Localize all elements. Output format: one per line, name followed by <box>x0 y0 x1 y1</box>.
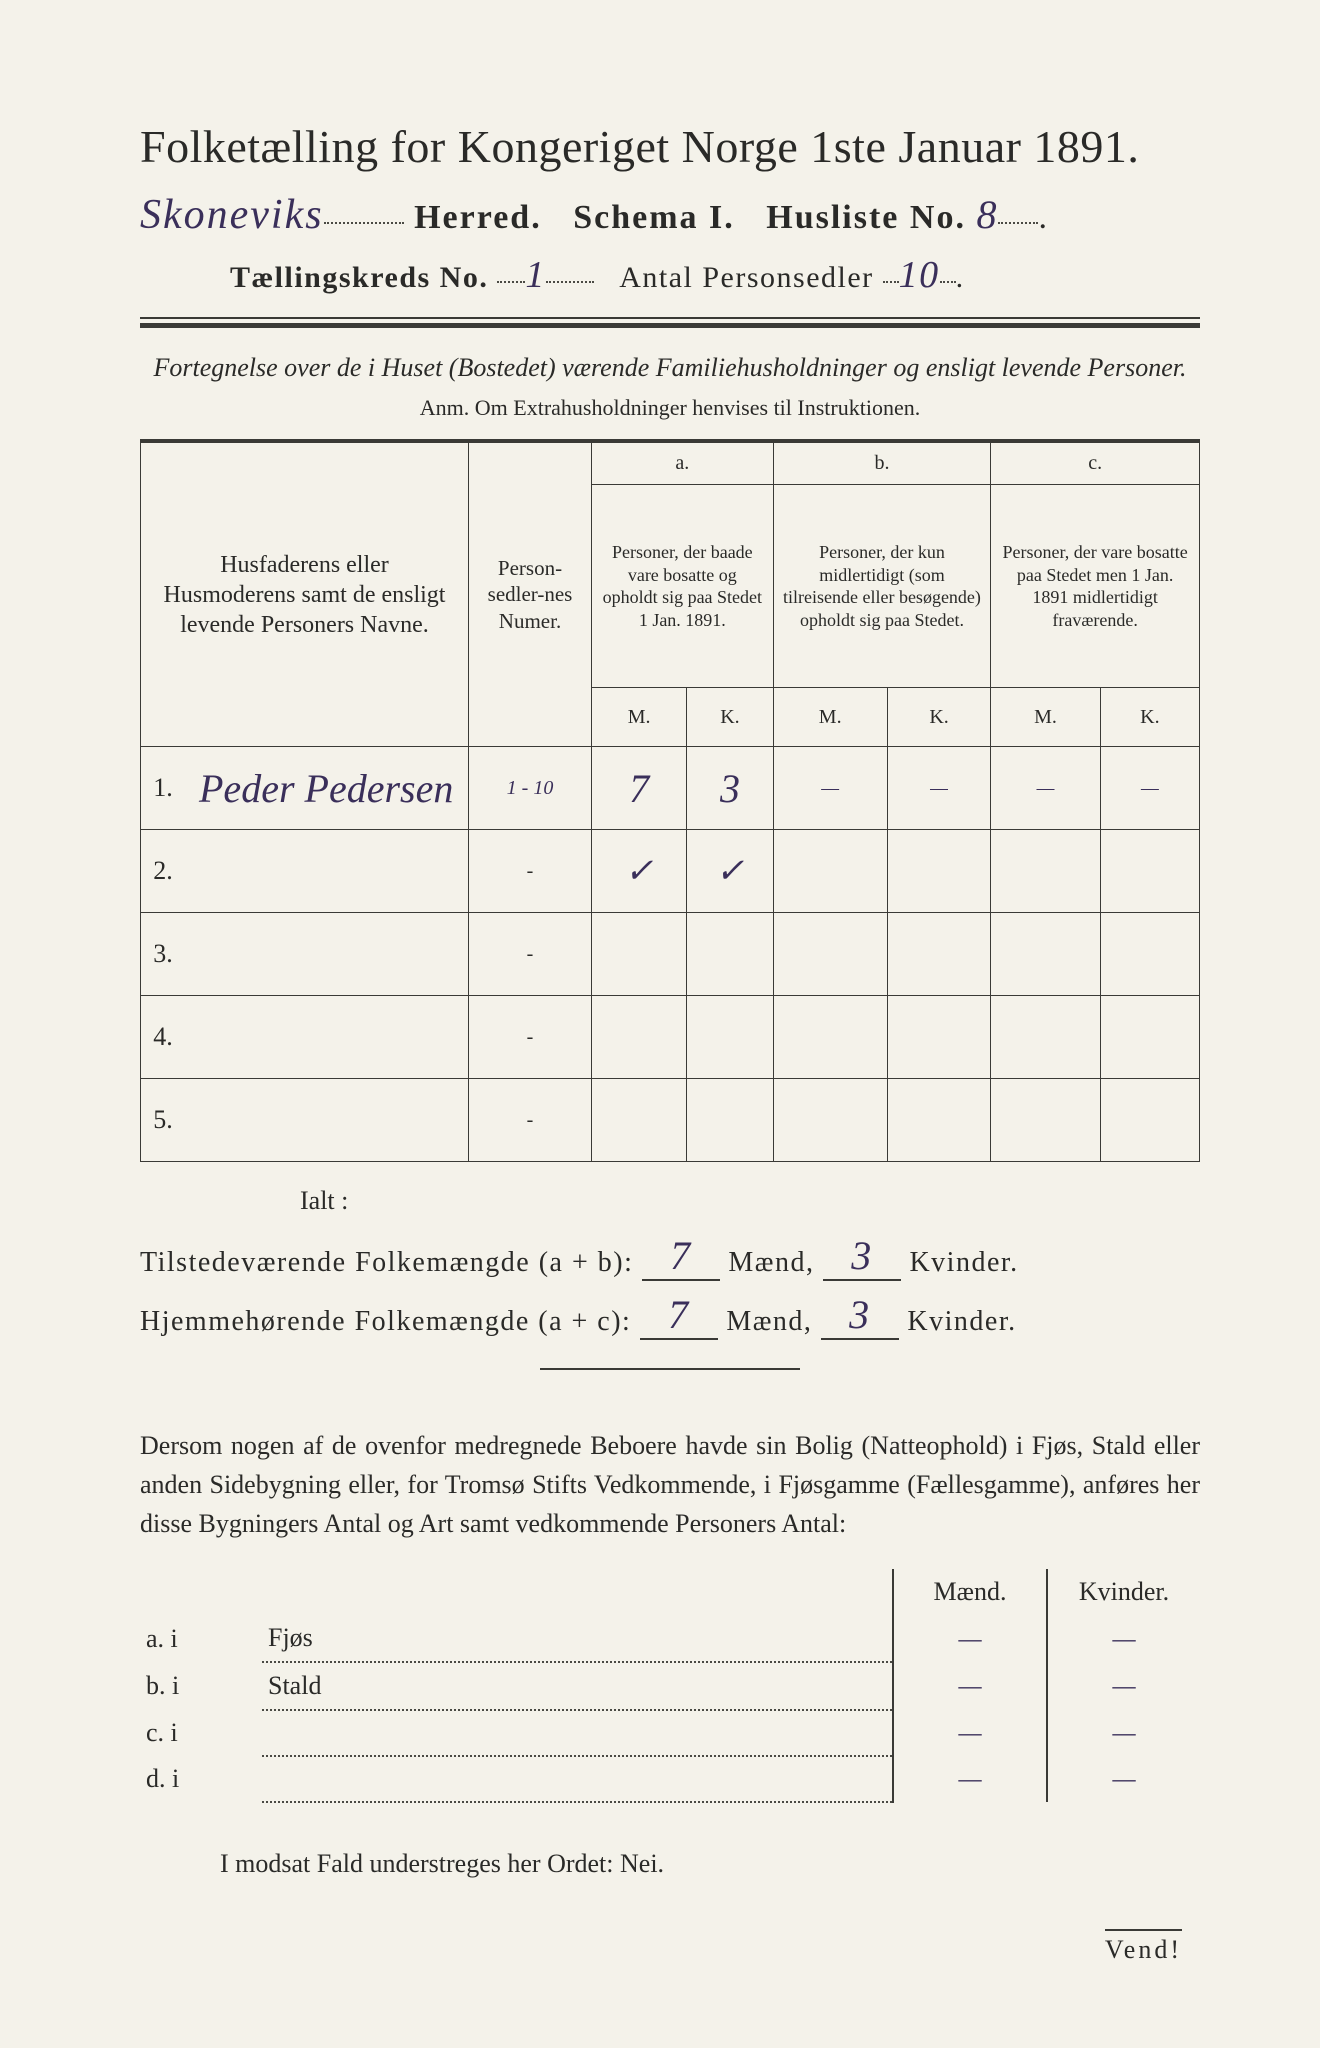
outb-row: a. i Fjøs — — <box>140 1615 1200 1662</box>
antal-value: 10 <box>899 254 940 296</box>
fortegnelse-text: Fortegnelse over de i Huset (Bostedet) v… <box>140 350 1200 385</box>
antal-label: Antal Personsedler <box>619 261 873 294</box>
herred-value: Skoneviks <box>140 192 324 238</box>
col-c-hdr: c. <box>991 441 1200 485</box>
sum1-m: 7 <box>670 1233 692 1278</box>
row1-name: Peder Pedersen <box>199 766 453 811</box>
col-c-k: K. <box>1100 688 1199 747</box>
anm-text: Anm. Om Extrahusholdninger henvises til … <box>140 395 1200 421</box>
col-b-k: K. <box>887 688 991 747</box>
table-row: 1. Peder Pedersen 1 - 10 7 3 — — — — <box>141 747 1200 830</box>
sum-line-1: Tilstedeværende Folkemængde (a + b): 7 M… <box>140 1234 1200 1283</box>
header-line-3: Tællingskreds No. 1 Antal Personsedler 1… <box>140 253 1200 297</box>
rule-thin <box>140 317 1200 319</box>
row1-bM: — <box>821 777 839 799</box>
col-a-hdr: a. <box>592 441 774 485</box>
sum2-k: 3 <box>849 1292 871 1337</box>
sum1-k: 3 <box>851 1233 873 1278</box>
col-a-text: Personer, der baade vare bosatte og opho… <box>592 485 774 688</box>
outb-h-k: Kvinder. <box>1047 1569 1200 1615</box>
col-c-text: Personer, der vare bosatte paa Stedet me… <box>991 485 1200 688</box>
row1-aK: 3 <box>720 766 740 811</box>
col-name-header: Husfaderens eller Husmoderens samt de en… <box>141 441 469 747</box>
col-b-text: Personer, der kun midlertidigt (som tilr… <box>773 485 991 688</box>
col-numer-header: Person-sedler-nes Numer. <box>469 441 592 747</box>
vend-label: Vend! <box>1105 1929 1182 1965</box>
table-row: 5. - <box>141 1079 1200 1162</box>
nei-line: I modsat Fald understreges her Ordet: Ne… <box>140 1849 1200 1879</box>
main-table: Husfaderens eller Husmoderens samt de en… <box>140 439 1200 1162</box>
col-a-m: M. <box>592 688 687 747</box>
row1-cM: — <box>1037 777 1055 799</box>
divider-short <box>540 1368 800 1370</box>
outb-row: d. i — — <box>140 1756 1200 1802</box>
outbuilding-paragraph: Dersom nogen af de ovenfor medregnede Be… <box>140 1426 1200 1543</box>
row2-aK: ✓ <box>716 853 745 890</box>
kreds-label: Tællingskreds No. <box>230 261 488 294</box>
page-title: Folketælling for Kongeriget Norge 1ste J… <box>140 120 1200 173</box>
husliste-label: Husliste No. <box>766 199 966 236</box>
schema-label: Schema I. <box>573 199 735 236</box>
ialt-label: Ialt : <box>140 1186 1200 1216</box>
header-line-2: Skoneviks Herred. Schema I. Husliste No.… <box>140 191 1200 239</box>
sum2-m: 7 <box>668 1292 690 1337</box>
row1-bK: — <box>930 777 948 799</box>
row1-aM: 7 <box>629 766 649 811</box>
col-b-hdr: b. <box>773 441 991 485</box>
table-row: 3. - <box>141 913 1200 996</box>
outb-row: b. i Stald — — <box>140 1662 1200 1710</box>
row1-cK: — <box>1141 777 1159 799</box>
table-row: 4. - <box>141 996 1200 1079</box>
row1-numer: 1 - 10 <box>507 777 554 799</box>
outb-h-m: Mænd. <box>893 1569 1047 1615</box>
sum-line-2: Hjemmehørende Folkemængde (a + c): 7 Mæn… <box>140 1293 1200 1342</box>
husliste-value: 8 <box>976 192 998 237</box>
outbuilding-table: Mænd. Kvinder. a. i Fjøs — — b. i Stald … <box>140 1569 1200 1803</box>
col-b-m: M. <box>773 688 887 747</box>
row2-aM: ✓ <box>625 853 654 890</box>
outb-row: c. i — — <box>140 1710 1200 1756</box>
kreds-value: 1 <box>525 254 546 296</box>
col-a-k: K. <box>687 688 773 747</box>
col-c-m: M. <box>991 688 1100 747</box>
table-row: 2. - ✓ ✓ <box>141 830 1200 913</box>
herred-label: Herred. <box>414 199 542 236</box>
rule-bold <box>140 323 1200 328</box>
